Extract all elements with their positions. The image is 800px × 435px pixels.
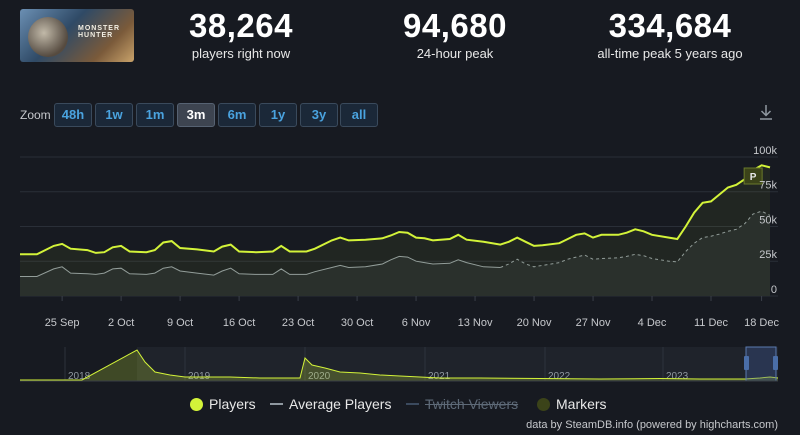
navigator-area (20, 350, 778, 381)
y-tick-label: 50k (759, 214, 777, 226)
legend-label: Average Players (289, 396, 392, 412)
stat-value: 94,680 (403, 7, 507, 44)
x-tick-label: 4 Dec (638, 317, 667, 329)
legend-label: Markers (556, 396, 607, 412)
navigator: 201820192020202120222023 (20, 346, 779, 382)
stat-label: all-time peak 5 years ago (597, 46, 743, 61)
legend-label: Twitch Viewers (425, 396, 519, 412)
zoom-1y-button[interactable]: 1y (259, 103, 297, 127)
stat-players-now: 38,264 players right now (151, 7, 331, 62)
zoom-all-button[interactable]: all (340, 103, 378, 127)
markers-legend-icon (537, 398, 550, 411)
average-legend-icon (270, 403, 283, 405)
navigator-year-label: 2018 (68, 371, 91, 382)
y-tick-label: 100k (753, 145, 777, 157)
x-tick-label: 18 Dec (744, 317, 779, 329)
x-tick-label: 30 Oct (341, 317, 373, 329)
game-thumbnail[interactable]: MONSTER HUNTER (20, 9, 134, 62)
average-line-dashed (500, 210, 771, 268)
twitch-legend-icon (406, 403, 419, 405)
download-icon[interactable] (757, 103, 775, 121)
navigator-year-label: 2022 (548, 371, 571, 382)
average-players-group (20, 210, 771, 296)
stat-value: 38,264 (189, 7, 293, 44)
legend-players[interactable]: Players (190, 396, 256, 412)
x-tick-label: 27 Nov (576, 317, 611, 329)
marker-group: P (743, 167, 763, 185)
x-tick-label: 6 Nov (402, 317, 431, 329)
navigator-selected-range-bg (137, 347, 778, 381)
y-tick-label: 75k (759, 180, 777, 192)
navigator-window (745, 346, 777, 382)
zoom-label: Zoom (20, 108, 51, 122)
stat-label: 24-hour peak (416, 46, 494, 61)
x-tick-label: 13 Nov (458, 317, 493, 329)
x-tick-label: 16 Oct (223, 317, 255, 329)
navigator-year-label: 2023 (666, 371, 689, 382)
players-group (20, 164, 771, 296)
players-line (20, 164, 771, 256)
credits[interactable]: data by SteamDB.info (powered by highcha… (526, 419, 778, 431)
average-line-solid (20, 255, 501, 277)
x-tick-label: 25 Sep (45, 317, 80, 329)
navigator-year-label: 2021 (428, 371, 451, 382)
players-area (20, 165, 770, 296)
game-logo: MONSTER HUNTER (78, 25, 120, 39)
x-axis-labels: 25 Sep 2 Oct 9 Oct 16 Oct 23 Oct 30 Oct 6 Nov 1… (45, 296, 779, 329)
y-axis-labels: 0 25k 50k 75k 100k (753, 145, 777, 296)
stat-24h-peak: 94,680 24-hour peak (365, 7, 545, 62)
x-tick-label: 2 Oct (108, 317, 134, 329)
y-tick-label: 0 (771, 284, 777, 296)
x-tick-label: 11 Dec (694, 317, 729, 329)
x-tick-label: 20 Nov (517, 317, 552, 329)
zoom-48h-button[interactable]: 48h (54, 103, 92, 127)
stat-label: players right now (191, 46, 291, 61)
zoom-1m-button[interactable]: 1m (136, 103, 174, 127)
marker-box (743, 167, 763, 185)
legend-markers[interactable]: Markers (537, 396, 607, 412)
navigator-line (20, 349, 779, 381)
legend-average-players[interactable]: Average Players (270, 396, 391, 412)
stat-value: 334,684 (608, 7, 732, 44)
zoom-3y-button[interactable]: 3y (300, 103, 338, 127)
monster-artwork (28, 17, 68, 57)
stat-all-time-peak: 334,684 all-time peak 5 years ago (580, 7, 760, 62)
y-tick-label: 25k (759, 249, 777, 261)
navigator-year-label: 2020 (308, 371, 331, 382)
zoom-1w-button[interactable]: 1w (95, 103, 133, 127)
marker-label: P (750, 172, 757, 183)
navigator-handle-left (744, 356, 749, 370)
legend-twitch-viewers[interactable]: Twitch Viewers (406, 396, 518, 412)
zoom-3m-button[interactable]: 3m (177, 103, 215, 127)
x-tick-label: 23 Oct (282, 317, 314, 329)
navigator-handle-right (773, 356, 778, 370)
legend-label: Players (209, 396, 256, 412)
x-tick-label: 9 Oct (167, 317, 193, 329)
zoom-6m-button[interactable]: 6m (218, 103, 256, 127)
players-legend-icon (190, 398, 203, 411)
